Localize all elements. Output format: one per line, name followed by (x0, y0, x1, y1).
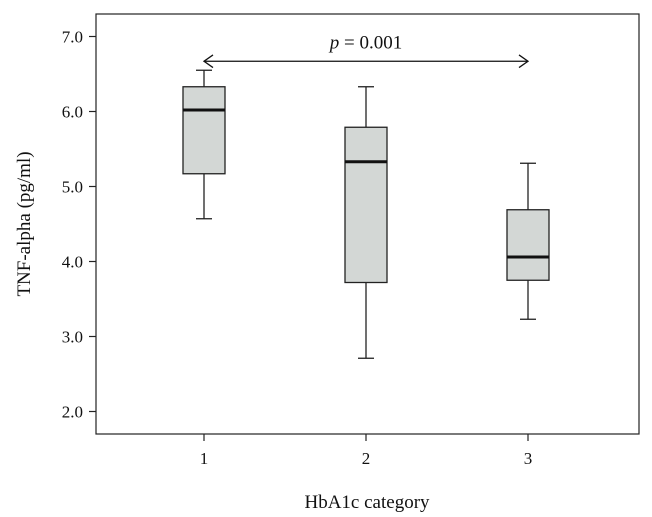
boxes-layer (182, 69, 550, 359)
iqr-box (506, 209, 550, 281)
y-tick-label: 2.0 (62, 403, 83, 422)
y-axis-title: TNF-alpha (pg/ml) (14, 151, 35, 296)
x-tick-label: 1 (200, 449, 209, 468)
y-tick-label: 5.0 (62, 178, 83, 197)
x-axis-title: HbA1c category (304, 492, 430, 513)
y-tick-label: 6.0 (62, 103, 83, 122)
arrow-head-right-icon (518, 54, 530, 69)
iqr-box (344, 126, 388, 284)
x-tick-label: 3 (524, 449, 533, 468)
y-tick-label: 3.0 (62, 328, 83, 347)
box-group (506, 162, 550, 320)
box-group (344, 86, 388, 359)
iqr-box (182, 86, 226, 175)
y-tick-label: 4.0 (62, 253, 83, 272)
p-value-symbol: p (328, 32, 340, 53)
x-axis: 1 2 3 (200, 434, 533, 468)
y-tick-label: 7.0 (62, 28, 83, 47)
box-group (182, 69, 226, 220)
significance-annotation: p = 0.001 (202, 32, 530, 69)
x-tick-label: 2 (362, 449, 371, 468)
p-value-label: p = 0.001 (328, 32, 402, 53)
y-axis: 2.0 3.0 4.0 5.0 6.0 7.0 (62, 28, 96, 422)
plot-frame (95, 13, 640, 435)
arrow-head-left-icon (202, 54, 214, 69)
p-value-text: = 0.001 (339, 32, 402, 53)
